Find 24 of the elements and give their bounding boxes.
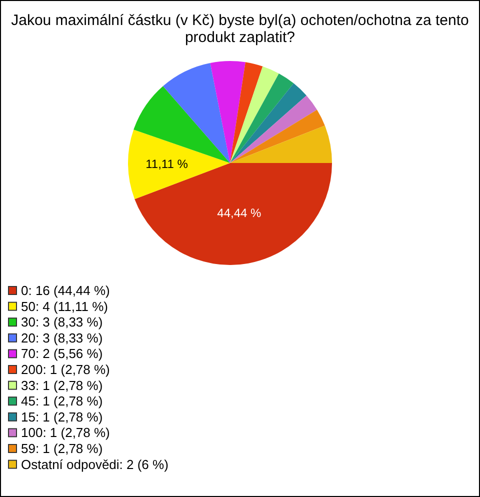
pie-slice bbox=[230, 126, 332, 163]
pie-slice bbox=[230, 110, 325, 163]
legend-label: 59: 1 (2,78 %) bbox=[21, 441, 103, 456]
legend-label: 33: 1 (2,78 %) bbox=[21, 378, 103, 393]
legend-label: 100: 1 (2,78 %) bbox=[21, 425, 110, 440]
pie-slice bbox=[230, 62, 263, 163]
data-label: 44,44 % bbox=[217, 206, 262, 220]
legend-label: 0: 16 (44,44 %) bbox=[21, 283, 110, 298]
legend-label: Ostatní odpovědi: 2 (6 %) bbox=[21, 456, 168, 472]
legend-label: 200: 1 (2,78 %) bbox=[21, 362, 110, 377]
pie-slice bbox=[230, 66, 279, 163]
pie-slice bbox=[128, 130, 230, 200]
pie-slice bbox=[210, 61, 246, 163]
legend-label: 30: 3 (8,33 %) bbox=[21, 314, 103, 330]
legend-label: 45: 1 (2,78 %) bbox=[21, 394, 103, 409]
legend-label: 70: 2 (5,56 %) bbox=[21, 346, 103, 362]
data-label: 11,11 % bbox=[146, 156, 188, 171]
chart-title: Jakou maximální částku (v Kč) byste byl(a) ochoten/ochotna za tento produkt zaplatit? bbox=[11, 12, 469, 46]
legend-label: 50: 4 (11,11 %) bbox=[21, 298, 108, 314]
pie-slice bbox=[230, 73, 294, 163]
pie-slice bbox=[230, 96, 317, 163]
legend-label: 15: 1 (2,78 %) bbox=[21, 409, 103, 424]
legend-label: 20: 3 (8,33 %) bbox=[21, 330, 103, 346]
pie-slice bbox=[230, 83, 306, 163]
